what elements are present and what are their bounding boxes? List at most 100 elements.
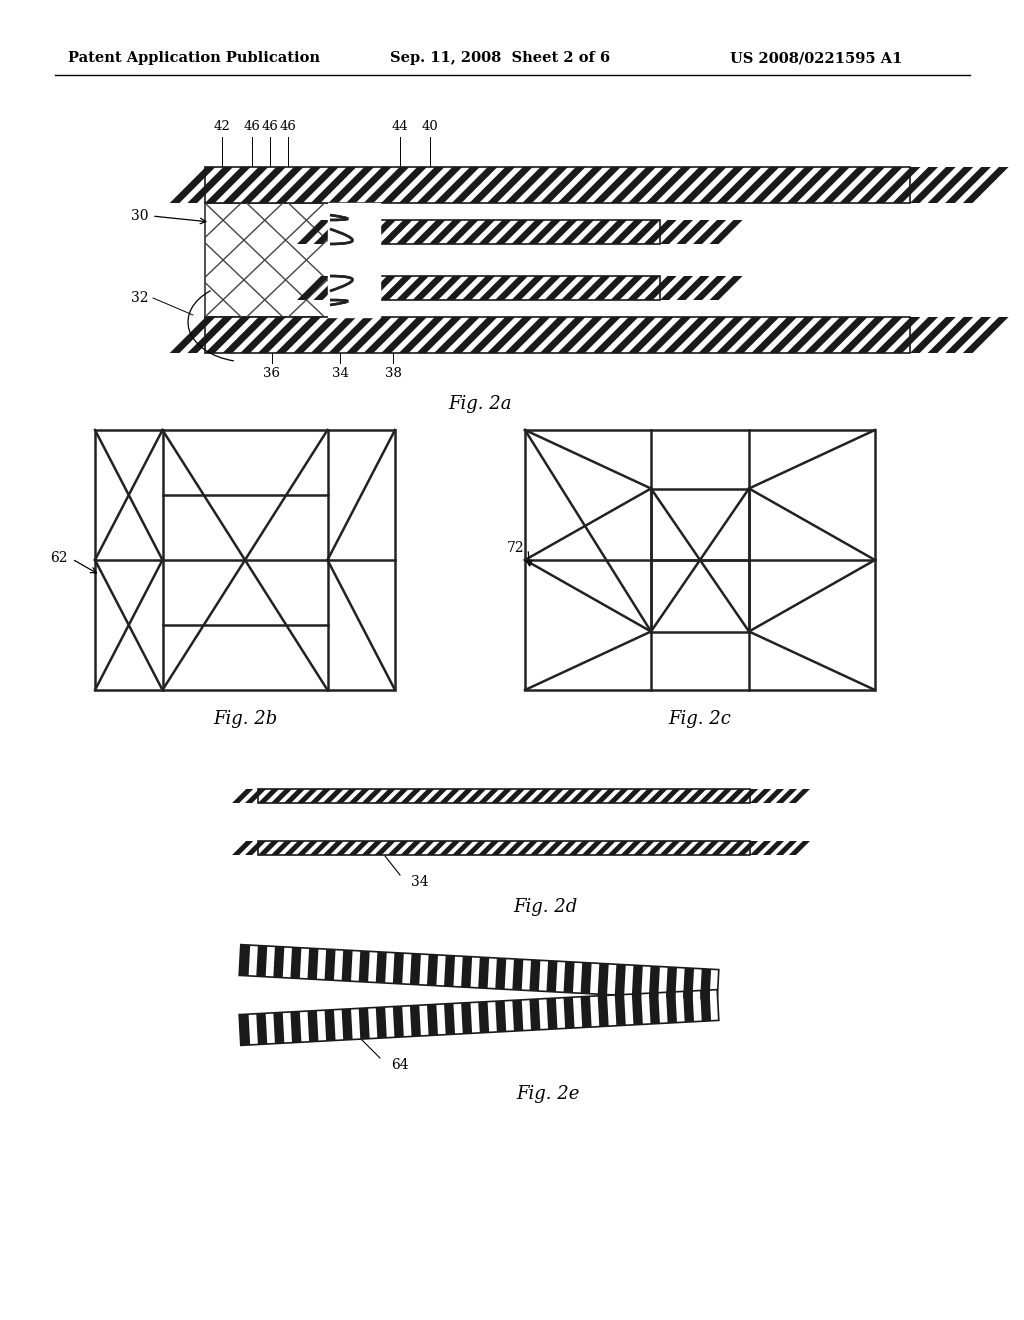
Polygon shape [505,168,550,203]
Polygon shape [310,841,331,855]
Polygon shape [271,841,292,855]
Polygon shape [417,317,462,352]
Polygon shape [545,276,578,300]
Polygon shape [561,276,594,300]
Polygon shape [396,220,429,244]
Polygon shape [492,841,512,855]
Bar [258,789,750,803]
Polygon shape [205,168,251,203]
Polygon shape [575,317,621,352]
Polygon shape [768,973,779,1003]
Text: 64: 64 [391,1059,409,1072]
Polygon shape [710,220,742,244]
Polygon shape [512,958,523,990]
Text: 34: 34 [332,367,348,380]
Polygon shape [681,168,727,203]
Polygon shape [478,276,512,300]
Polygon shape [307,948,318,979]
Polygon shape [522,317,568,352]
Polygon shape [275,317,322,352]
Bar [330,220,660,244]
Polygon shape [240,1014,250,1045]
Bar [205,317,910,352]
Polygon shape [297,276,330,300]
Polygon shape [362,220,396,244]
Polygon shape [892,168,938,203]
Bar [205,203,330,317]
Polygon shape [387,789,409,803]
Polygon shape [593,168,638,203]
Text: 46: 46 [280,120,296,133]
Polygon shape [512,220,545,244]
Polygon shape [307,1011,318,1041]
Polygon shape [610,220,643,244]
Polygon shape [763,789,784,803]
Polygon shape [607,789,629,803]
Polygon shape [634,789,654,803]
Polygon shape [556,789,577,803]
Polygon shape [273,946,285,978]
Polygon shape [361,789,383,803]
Polygon shape [222,317,268,352]
Polygon shape [529,789,551,803]
Text: 62: 62 [50,550,68,565]
Polygon shape [786,168,833,203]
Polygon shape [256,945,267,977]
Polygon shape [840,317,885,352]
Polygon shape [543,789,564,803]
Polygon shape [393,1006,403,1038]
Polygon shape [634,841,654,855]
Polygon shape [575,168,621,203]
Polygon shape [698,168,744,203]
Polygon shape [683,968,694,999]
Text: 46: 46 [244,120,260,133]
Polygon shape [621,789,642,803]
Polygon shape [336,841,356,855]
Polygon shape [598,964,608,995]
Polygon shape [284,841,305,855]
Polygon shape [291,1011,301,1043]
Polygon shape [593,317,638,352]
Polygon shape [400,789,422,803]
Polygon shape [478,1002,489,1032]
Polygon shape [258,317,303,352]
Polygon shape [529,841,551,855]
Polygon shape [323,789,344,803]
Polygon shape [528,276,561,300]
Polygon shape [522,168,568,203]
Polygon shape [874,317,921,352]
Text: Fig. 2e: Fig. 2e [516,1085,580,1104]
Polygon shape [410,1006,421,1036]
Polygon shape [310,789,331,803]
Polygon shape [399,168,444,203]
Polygon shape [346,276,380,300]
Polygon shape [462,220,495,244]
Polygon shape [342,1008,352,1040]
Polygon shape [598,995,608,1027]
Text: Sep. 11, 2008  Sheet 2 of 6: Sep. 11, 2008 Sheet 2 of 6 [390,51,610,65]
Polygon shape [325,949,336,981]
Polygon shape [426,841,447,855]
Polygon shape [222,1015,233,1047]
Polygon shape [461,1002,472,1034]
Polygon shape [822,168,867,203]
Polygon shape [346,220,380,244]
Polygon shape [517,789,538,803]
Polygon shape [452,317,498,352]
Polygon shape [417,168,462,203]
Polygon shape [517,841,538,855]
Polygon shape [568,789,590,803]
Polygon shape [557,317,603,352]
Polygon shape [768,986,779,1018]
Polygon shape [495,276,528,300]
Text: 46: 46 [261,120,279,133]
Bar [258,841,750,855]
Polygon shape [361,841,383,855]
Polygon shape [540,168,586,203]
Polygon shape [426,789,447,803]
Polygon shape [646,841,668,855]
Polygon shape [293,317,339,352]
Polygon shape [557,168,603,203]
Polygon shape [734,970,745,1002]
Text: 42: 42 [214,120,230,133]
